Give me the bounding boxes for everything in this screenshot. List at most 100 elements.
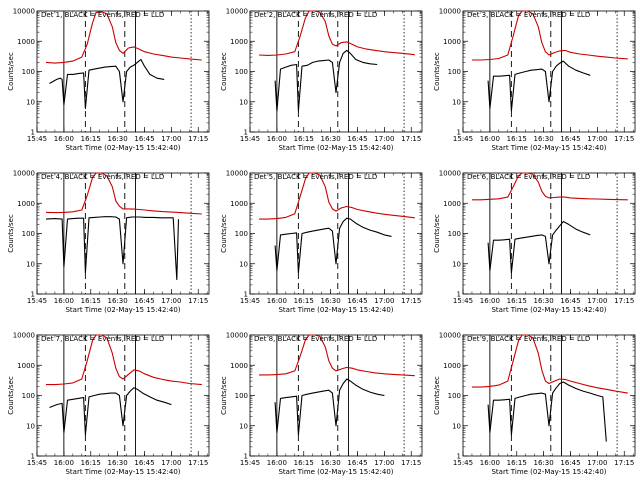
x-tick-label: 16:00 [267,459,287,467]
y-axis-label: Counts/sec [433,52,441,91]
x-tick-label: 17:00 [374,297,394,305]
events-series-line [45,216,180,281]
y-tick-label: 10 [239,98,248,106]
x-tick-label: 16:15 [507,135,527,143]
lld-series-line [45,11,202,64]
detector-panel: 1 10 100 1000 10000 15:45 16:00 16:15 16:30 16:45… [7,332,210,476]
y-tick-label: 10 [239,260,248,268]
y-axis-label: Counts/sec [433,376,441,415]
events-series-line [274,49,378,112]
y-tick-label: 1 [457,129,461,137]
y-tick-label: 1000 [443,362,461,370]
y-tick-label: 10000 [439,8,461,16]
x-tick-label: 16:00 [480,135,500,143]
y-tick-label: 1000 [230,200,248,208]
lld-series-line [258,10,415,56]
x-tick-label: 16:15 [294,459,314,467]
x-tick-label: 17:15 [188,297,208,305]
y-tick-label: 10000 [439,332,461,340]
y-tick-label: 100 [448,68,461,76]
x-tick-label: 17:15 [614,297,634,305]
x-tick-label: 16:45 [347,459,367,467]
y-tick-label: 1 [457,291,461,299]
x-tick-label: 15:45 [453,459,473,467]
lld-series-line [472,10,628,61]
x-tick-label: 16:30 [321,135,341,143]
y-tick-label: 1000 [17,362,35,370]
y-tick-label: 1 [244,129,248,137]
y-tick-label: 100 [235,230,248,238]
y-tick-label: 1 [457,453,461,461]
lld-series-line [259,334,415,377]
events-series-line [487,381,607,442]
detector-panel: 1 10 100 1000 10000 15:45 16:00 16:15 16:30 16:45… [433,332,636,476]
x-tick-label: 16:15 [294,135,314,143]
x-axis-label: Start Time (02-May-15 15:42:40) [65,468,180,476]
y-tick-label: 1000 [17,200,35,208]
x-tick-label: 16:30 [534,459,554,467]
events-series-line [274,217,392,274]
lld-series-line [472,172,628,201]
lld-series-line [46,334,202,386]
x-tick-label: 16:00 [267,297,287,305]
y-tick-label: 100 [235,392,248,400]
x-axis-label: Start Time (02-May-15 15:42:40) [491,468,606,476]
detector-panel: 1 10 100 1000 10000 15:45 16:00 16:15 16:30 16:45… [220,332,423,476]
events-series-line [274,378,385,436]
plot-frame [36,10,210,133]
plot-frame [462,172,636,295]
x-tick-label: 16:30 [534,135,554,143]
x-axis-label: Start Time (02-May-15 15:42:40) [278,306,393,314]
x-tick-label: 17:00 [161,135,181,143]
x-tick-label: 15:45 [240,135,260,143]
x-tick-label: 16:30 [108,297,128,305]
x-tick-label: 16:30 [108,135,128,143]
x-tick-label: 17:15 [614,459,634,467]
y-axis-label: Counts/sec [7,214,15,253]
x-tick-label: 16:15 [81,459,101,467]
panel-title: Det 6, BLACK = Events, RED = LLD [467,173,590,181]
x-tick-label: 16:00 [54,459,74,467]
y-tick-label: 100 [448,392,461,400]
x-tick-label: 16:45 [560,297,580,305]
x-tick-label: 17:15 [401,135,421,143]
lld-series-line [259,172,415,220]
x-tick-label: 16:00 [480,459,500,467]
x-tick-label: 17:15 [401,297,421,305]
x-tick-label: 16:00 [54,297,74,305]
y-axis-label: Counts/sec [7,52,15,91]
panel-title: Det 9, BLACK = Events, RED = LLD [467,335,590,343]
y-tick-label: 10 [26,422,35,430]
x-tick-label: 17:00 [587,135,607,143]
x-tick-label: 16:45 [134,297,154,305]
x-tick-label: 16:15 [294,297,314,305]
y-tick-label: 10 [452,422,461,430]
y-tick-label: 100 [22,230,35,238]
panel-title: Det 5, BLACK = Events, RED = LLD [254,173,377,181]
x-tick-label: 17:15 [614,135,634,143]
y-tick-label: 100 [22,68,35,76]
panel-title: Det 3, BLACK = Events, RED = LLD [467,11,590,19]
detector-panel: 1 10 100 1000 10000 15:45 16:00 16:15 16:30 16:45… [433,170,636,314]
y-tick-label: 10 [26,260,35,268]
y-tick-label: 10000 [226,8,248,16]
panel-title: Det 1, BLACK = Events, RED = LLD [41,11,164,19]
y-tick-label: 1 [31,453,35,461]
x-tick-label: 17:00 [587,297,607,305]
x-tick-label: 15:45 [453,297,473,305]
x-axis-label: Start Time (02-May-15 15:42:40) [278,468,393,476]
y-tick-label: 10000 [226,332,248,340]
x-tick-label: 17:00 [374,459,394,467]
x-tick-label: 15:45 [240,297,260,305]
y-tick-label: 10 [26,98,35,106]
x-tick-label: 16:30 [321,297,341,305]
panel-title: Det 4, BLACK = Events, RED = LLD [41,173,164,181]
y-axis-label: Counts/sec [433,214,441,253]
x-tick-label: 17:00 [374,135,394,143]
y-tick-label: 1 [244,291,248,299]
x-tick-label: 16:45 [560,135,580,143]
x-tick-label: 15:45 [240,459,260,467]
x-tick-label: 15:45 [27,459,47,467]
x-tick-label: 17:00 [161,459,181,467]
y-axis-label: Counts/sec [220,214,228,253]
